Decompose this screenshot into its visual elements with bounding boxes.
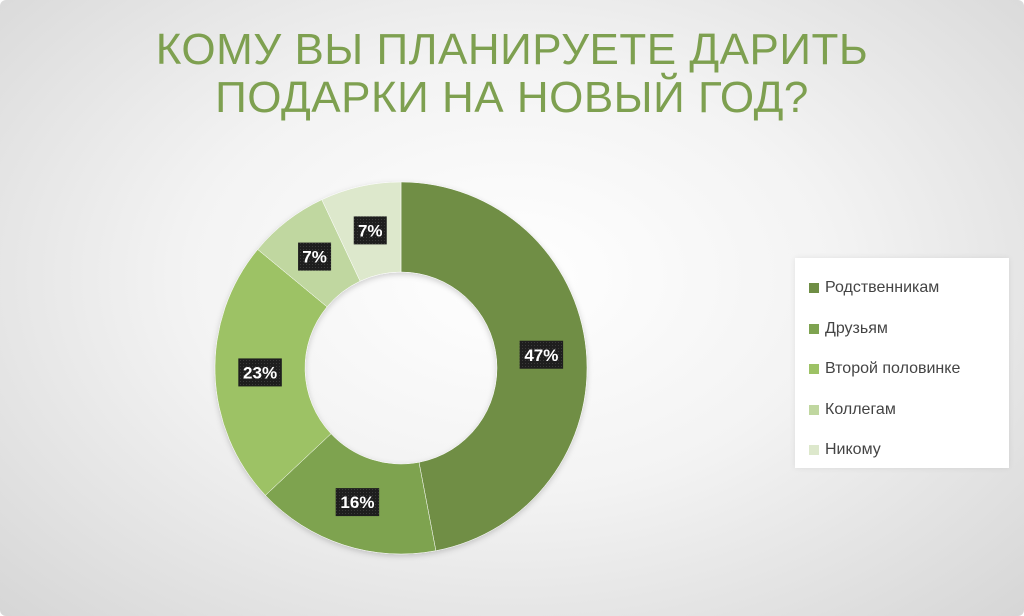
- legend-swatch: [809, 283, 819, 294]
- data-label-text: 7%: [358, 222, 383, 241]
- legend-swatch: [809, 404, 819, 415]
- data-label-box: [335, 488, 380, 517]
- chart-legend: Родственникам Друзьям Второй половинке Колл…: [795, 258, 1009, 468]
- legend-label: Никому: [825, 441, 881, 459]
- legend-label: Второй половинке: [825, 360, 961, 378]
- data-label-text: 47%: [524, 346, 558, 365]
- legend-item: Второй половинке: [795, 349, 1009, 390]
- data-label-box: [353, 216, 387, 245]
- legend-item: Коллегам: [795, 390, 1009, 431]
- legend-item: Родственникам: [795, 268, 1009, 309]
- legend-label: Друзьям: [825, 319, 888, 337]
- legend-swatch: [809, 364, 819, 375]
- chart-title-line-2: ПОДАРКИ НА НОВЫЙ ГОД?: [215, 73, 809, 122]
- data-label-2: 16%: [335, 488, 380, 517]
- legend-item: Друзьям: [795, 309, 1009, 350]
- legend-swatch: [809, 445, 819, 456]
- legend-label: Родственникам: [825, 279, 940, 297]
- chart-title: КОМУ ВЫ ПЛАНИРУЕТЕ ДАРИТЬ ПОДАРКИ НА НОВ…: [40, 26, 984, 122]
- data-label-1: 47%: [519, 340, 564, 369]
- data-label-4: 7%: [298, 242, 332, 271]
- donut-segment-1: [400, 181, 588, 551]
- data-label-box: [238, 358, 282, 387]
- chart-title-line-1: КОМУ ВЫ ПЛАНИРУЕТЕ ДАРИТЬ: [155, 25, 869, 74]
- data-label-text: 16%: [340, 493, 374, 512]
- legend-swatch: [809, 323, 819, 334]
- data-label-text: 7%: [302, 248, 327, 267]
- legend-label: Коллегам: [825, 400, 896, 418]
- legend-item: Никому: [795, 430, 1009, 471]
- data-label-5: 7%: [353, 216, 387, 245]
- data-label-text: 23%: [243, 364, 277, 383]
- data-label-box: [519, 340, 564, 369]
- data-label-box: [298, 242, 332, 271]
- data-label-3: 23%: [238, 358, 282, 387]
- data-labels: 47% 16% 23% 7% 7%: [238, 216, 564, 517]
